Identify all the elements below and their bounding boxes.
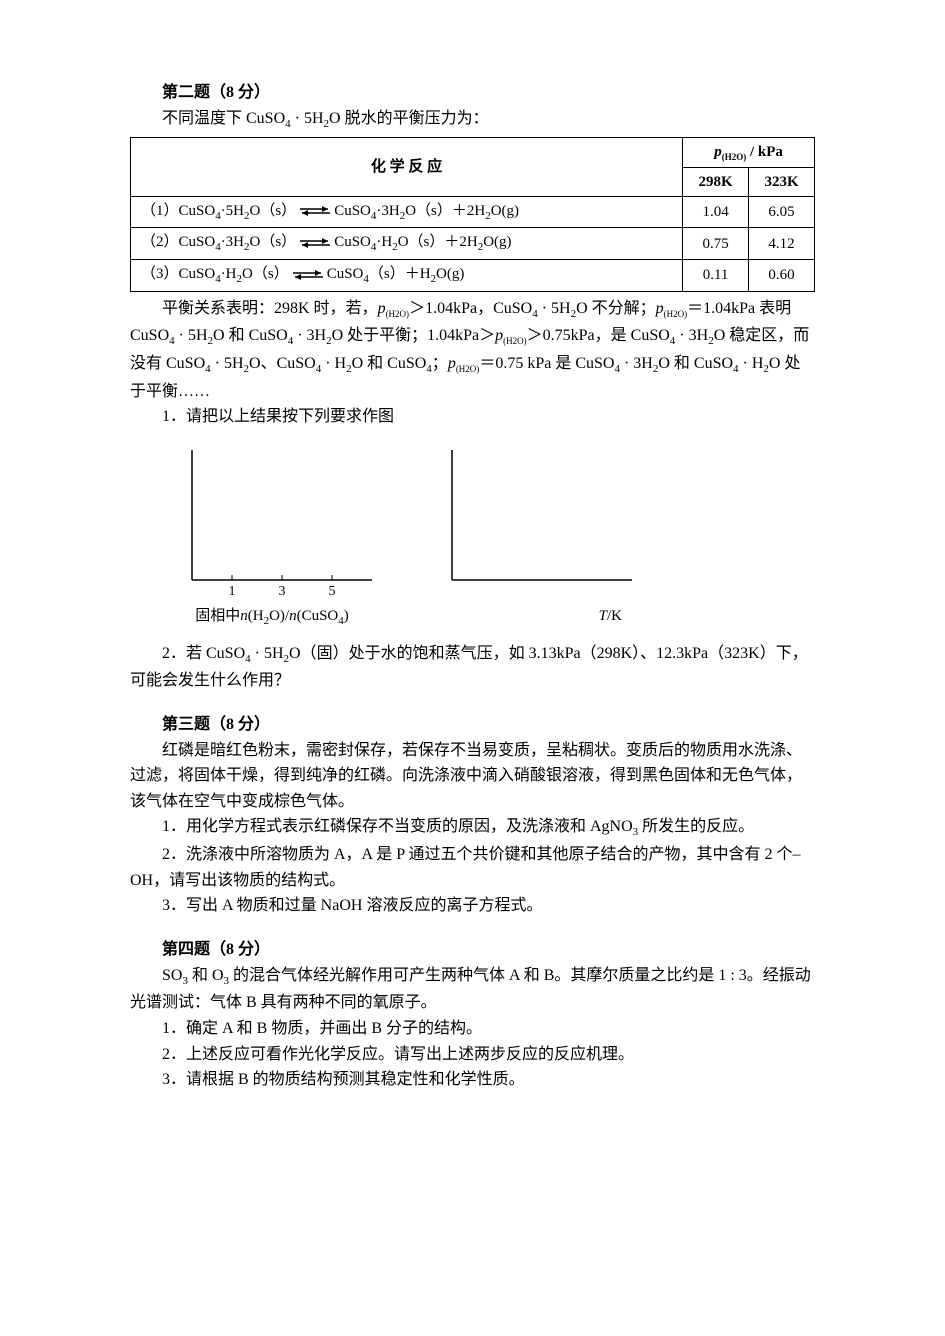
q3-title: 第三题（8 分） (130, 712, 815, 738)
table-row: 化 学 反 应 p(H2O) / kPa (131, 138, 815, 167)
th-298: 298K (683, 167, 749, 196)
equilibrium-icon (298, 205, 332, 217)
cell-reaction-2: （2）CuSO4·3H2O（s）CuSO4·H2O（s）＋2H2O(g) (131, 228, 683, 260)
graph2-axes (422, 440, 642, 600)
cell-reaction-1: （1）CuSO4·5H2O（s）CuSO4·3H2O（s）＋2H2O(g) (131, 196, 683, 228)
q3-i3: 3．写出 A 物质和过量 NaOH 溶液反应的离子方程式。 (130, 893, 815, 919)
table-row: （2）CuSO4·3H2O（s）CuSO4·H2O（s）＋2H2O(g) 0.7… (131, 228, 815, 260)
q4-i3: 3．请根据 B 的物质结构预测其稳定性和化学性质。 (130, 1067, 815, 1093)
graph1-axes: 1 3 5 (162, 440, 382, 600)
table-row: （3）CuSO4·H2O（s）CuSO4（s）＋H2O(g) 0.11 0.60 (131, 259, 815, 291)
svg-text:5: 5 (329, 584, 336, 599)
q2-item2: 2．若 CuSO4 · 5H2O（固）处于水的饱和蒸气压，如 3.13kPa（2… (130, 641, 815, 694)
th-reaction: 化 学 反 应 (131, 138, 683, 196)
q3-i1: 1．用化学方程式表示红磷保存不当变质的原因，及洗涤液和 AgNO3 所发生的反应… (130, 814, 815, 842)
q2-title: 第二题（8 分） (130, 80, 815, 106)
cell-323-1: 6.05 (749, 196, 815, 228)
q2-intro: 不同温度下 CuSO4 · 5H2O 脱水的平衡压力为： (130, 106, 815, 134)
q3-p1: 红磷是暗红色粉末，需密封保存，若保存不当易变质，呈粘稠状。变质后的物质用水洗涤、… (130, 738, 815, 815)
cell-323-2: 4.12 (749, 228, 815, 260)
th-pressure: p(H2O) / kPa (683, 138, 815, 167)
cell-298-3: 0.11 (683, 259, 749, 291)
equilibrium-icon (291, 269, 325, 281)
q3-i2: 2．洗涤液中所溶物质为 A，A 是 P 通过五个共价键和其他原子结合的产物，其中… (130, 842, 815, 893)
cell-298-1: 1.04 (683, 196, 749, 228)
cell-323-3: 0.60 (749, 259, 815, 291)
table-row: （1）CuSO4·5H2O（s）CuSO4·3H2O（s）＋2H2O(g) 1.… (131, 196, 815, 228)
svg-text:1: 1 (229, 584, 236, 599)
q2-item1: 1．请把以上结果按下列要求作图 (130, 404, 815, 430)
q4-i1: 1．确定 A 和 B 物质，并画出 B 分子的结构。 (130, 1016, 815, 1042)
q4-p1: SO3 和 O3 的混合气体经光解作用可产生两种气体 A 和 B。其摩尔质量之比… (130, 963, 815, 1016)
q2-body: 平衡关系表明：298K 时，若，p(H2O)＞1.04kPa，CuSO4 · 5… (130, 296, 815, 405)
graph2-xlabel: T/K (599, 604, 622, 628)
svg-text:3: 3 (279, 584, 286, 599)
th-323: 323K (749, 167, 815, 196)
q2-table: 化 学 反 应 p(H2O) / kPa 298K 323K （1）CuSO4·… (130, 137, 815, 291)
graph1-xlabel: 固相中n(H2O)/n(CuSO4) (195, 604, 349, 631)
cell-298-2: 0.75 (683, 228, 749, 260)
graph2-box: T/K (422, 440, 642, 628)
cell-reaction-3: （3）CuSO4·H2O（s）CuSO4（s）＋H2O(g) (131, 259, 683, 291)
graphs-container: 1 3 5 固相中n(H2O)/n(CuSO4) T/K (162, 440, 815, 631)
equilibrium-icon (298, 237, 332, 249)
q4-i2: 2．上述反应可看作光化学反应。请写出上述两步反应的反应机理。 (130, 1042, 815, 1068)
q4-title: 第四题（8 分） (130, 937, 815, 963)
graph1-box: 1 3 5 固相中n(H2O)/n(CuSO4) (162, 440, 382, 631)
